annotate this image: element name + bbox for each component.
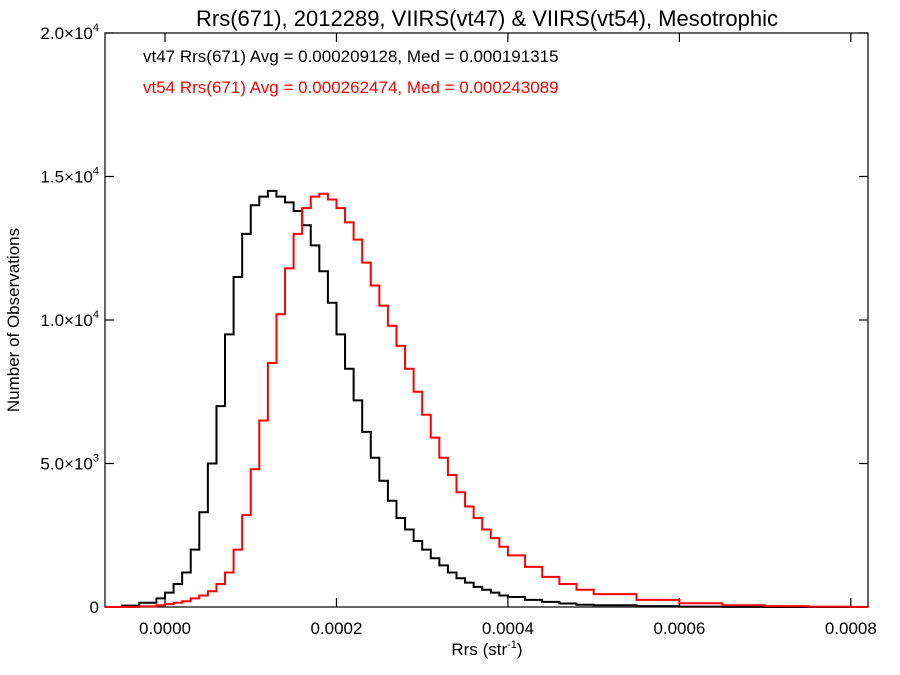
x-axis-label-sup: -1: [507, 639, 517, 651]
x-tick-label: 0.0000: [139, 619, 191, 638]
x-axis-label-close: ): [517, 640, 523, 659]
chart-title: Rrs(671), 2012289, VIIRS(vt47) & VIIRS(v…: [196, 6, 778, 31]
series-layer: [105, 189, 869, 608]
x-axis: 0.0000 0.0002 0.0004 0.0006 0.0008: [139, 33, 877, 638]
x-axis-label: Rrs (str-1): [451, 639, 522, 659]
x-tick-label: 0.0006: [653, 619, 705, 638]
series-line-0: [105, 189, 868, 608]
y-tick-label: 0: [90, 598, 99, 617]
y-tick-label: 1.0×104: [40, 309, 99, 330]
y-tick-label: 2.0×104: [40, 22, 99, 43]
x-tick-label: 0.0002: [310, 619, 362, 638]
x-axis-label-base: Rrs (str: [451, 640, 507, 659]
plot-frame: [104, 32, 869, 608]
annotation-vt47: vt47 Rrs(671) Avg = 0.000209128, Med = 0…: [143, 47, 559, 66]
y-tick-label: 5.0×103: [40, 453, 99, 474]
y-axis-label: Number of Observations: [4, 228, 23, 412]
x-tick-label: 0.0008: [825, 619, 877, 638]
y-axis-label-group: Number of Observations: [4, 228, 23, 412]
y-tick-label: 1.5×104: [40, 166, 99, 187]
y-axis: 0 5.0×103 1.0×104 1.5×104 2.0×104: [40, 22, 868, 617]
x-tick-label: 0.0004: [482, 619, 534, 638]
annotation-vt54: vt54 Rrs(671) Avg = 0.000262474, Med = 0…: [143, 78, 559, 97]
series-line-1: [105, 192, 869, 608]
